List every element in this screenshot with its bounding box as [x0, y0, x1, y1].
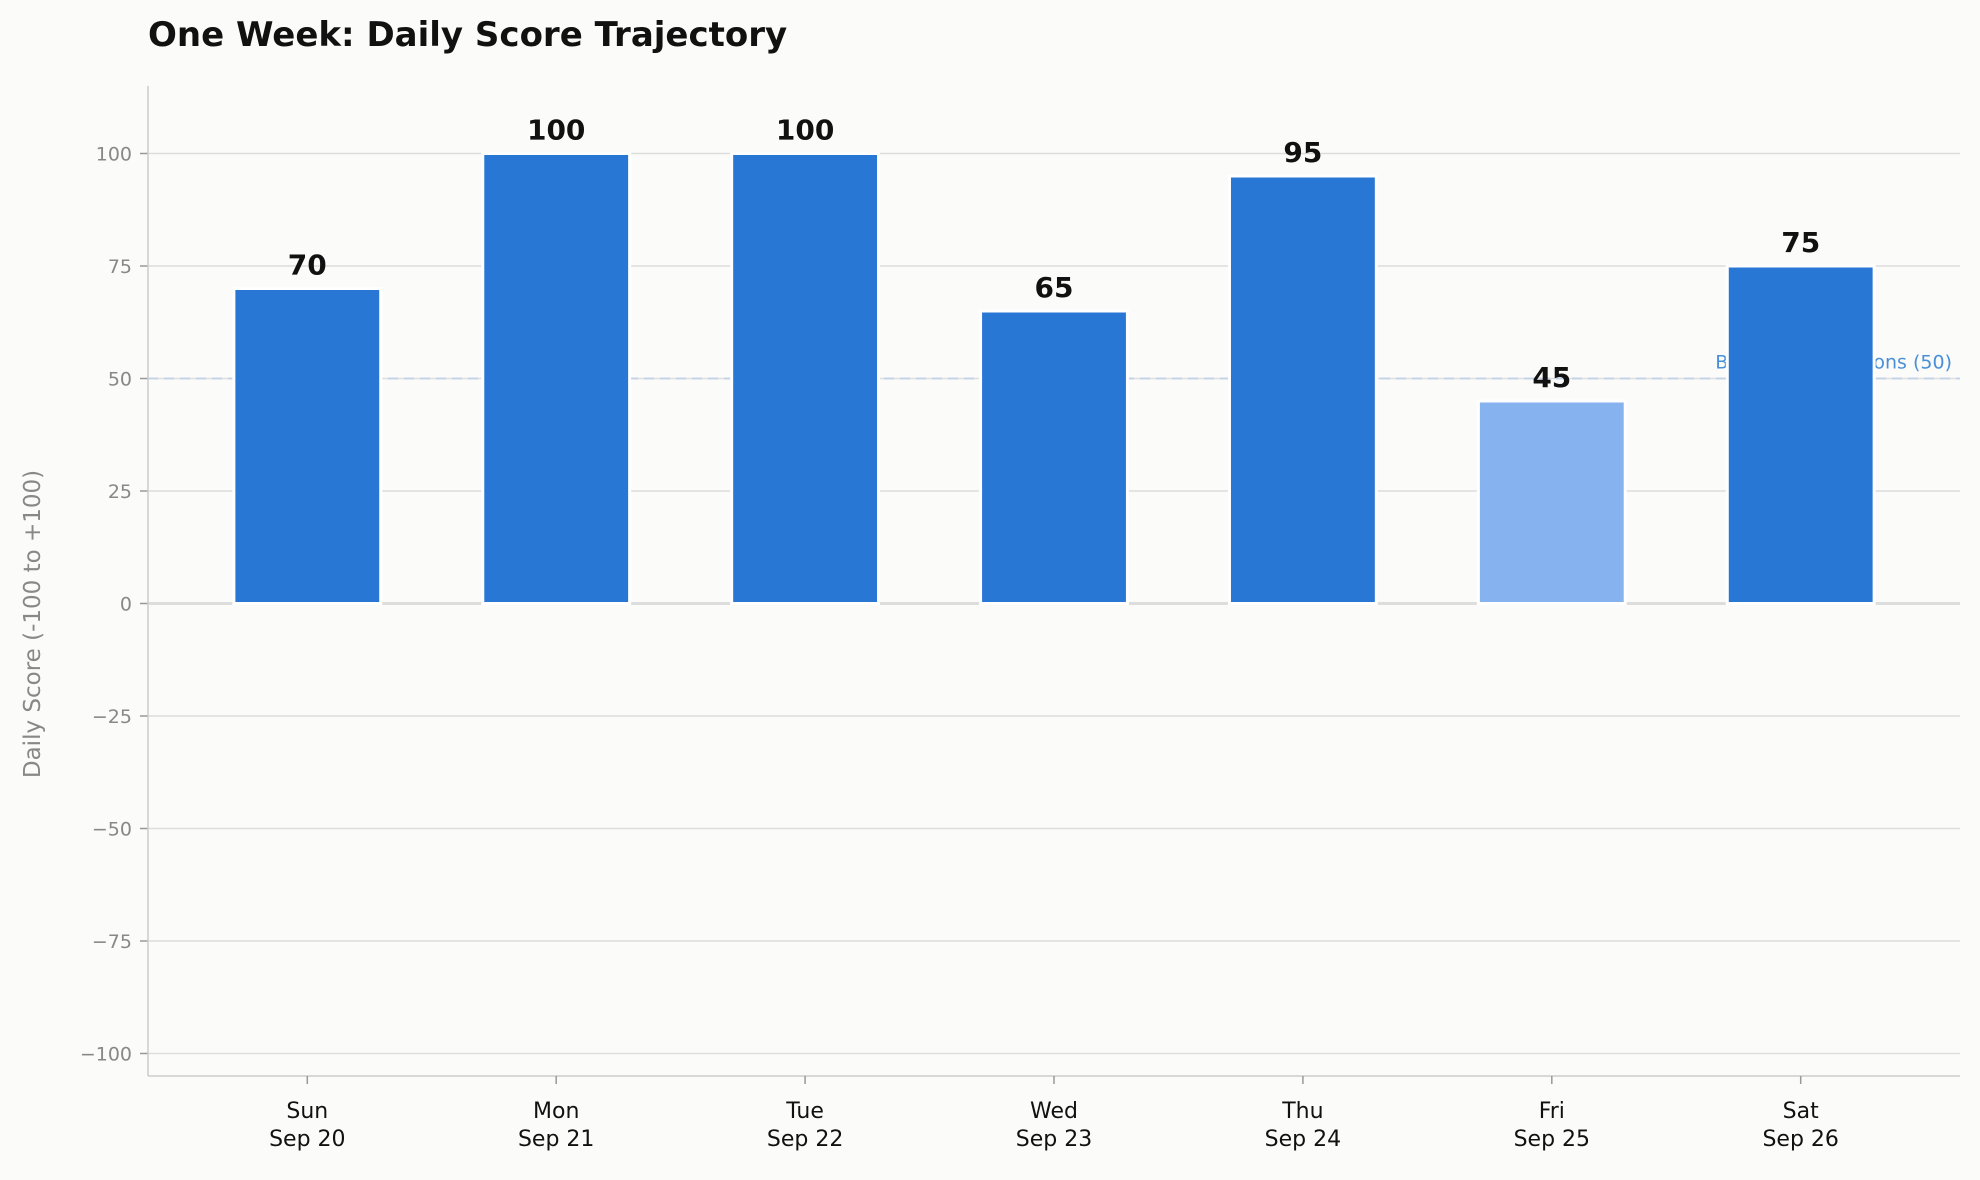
bar-fri	[1476, 399, 1627, 605]
y-tick-label: −50	[92, 819, 132, 841]
chart-title: One Week: Daily Score Trajectory	[148, 15, 787, 55]
x-tick-day-label: Mon	[533, 1099, 579, 1124]
x-tick-day-label: Wed	[1030, 1099, 1078, 1124]
x-tick-date-label: Sep 20	[269, 1127, 345, 1152]
x-tick-date-label: Sep 23	[1016, 1127, 1092, 1152]
x-tick-date-label: Sep 24	[1265, 1127, 1341, 1152]
x-tick-day-label: Tue	[785, 1099, 824, 1124]
data-label-mon: 100	[527, 114, 585, 147]
x-tick-date-label: Sep 25	[1514, 1127, 1590, 1152]
bar-mon	[481, 152, 632, 605]
bar-tue	[730, 152, 881, 605]
x-tick-day-label: Thu	[1281, 1099, 1323, 1124]
bars	[232, 152, 1876, 605]
x-tick-day-label: Sat	[1783, 1099, 1819, 1124]
y-tick-label: −25	[92, 706, 132, 728]
bar-sat	[1725, 264, 1876, 605]
x-tick-date-label: Sep 26	[1762, 1127, 1838, 1152]
x-tick-day-label: Sun	[286, 1099, 328, 1124]
x-tick-day-label: Fri	[1539, 1099, 1565, 1124]
data-label-tue: 100	[776, 114, 834, 147]
y-axis-label: Daily Score (-100 to +100)	[20, 470, 46, 778]
y-tick-label: −100	[80, 1044, 132, 1066]
y-tick-label: 75	[108, 256, 132, 278]
data-label-sun: 70	[288, 249, 327, 282]
y-tick-label: 25	[108, 481, 132, 503]
x-tick-date-label: Sep 21	[518, 1127, 594, 1152]
y-tick-label: 0	[120, 594, 132, 616]
bar-wed	[979, 309, 1129, 605]
data-label-thu: 95	[1283, 136, 1322, 169]
data-labels: 70 100 100 65 95 45 75	[288, 114, 1820, 395]
axes: −100 −75 −50 −25 0 25 50 75 100 Sun Sep 20 Mon Sep 2…	[80, 86, 1960, 1152]
bar-sun	[232, 287, 383, 605]
y-tick-label: 100	[96, 144, 132, 166]
x-tick-date-label: Sep 22	[767, 1127, 843, 1152]
data-label-wed: 65	[1035, 271, 1074, 304]
data-label-fri: 45	[1532, 361, 1571, 394]
data-label-sat: 75	[1781, 226, 1820, 259]
y-tick-label: −75	[92, 931, 132, 953]
bar-thu	[1227, 174, 1378, 605]
y-tick-label: 50	[108, 369, 132, 391]
